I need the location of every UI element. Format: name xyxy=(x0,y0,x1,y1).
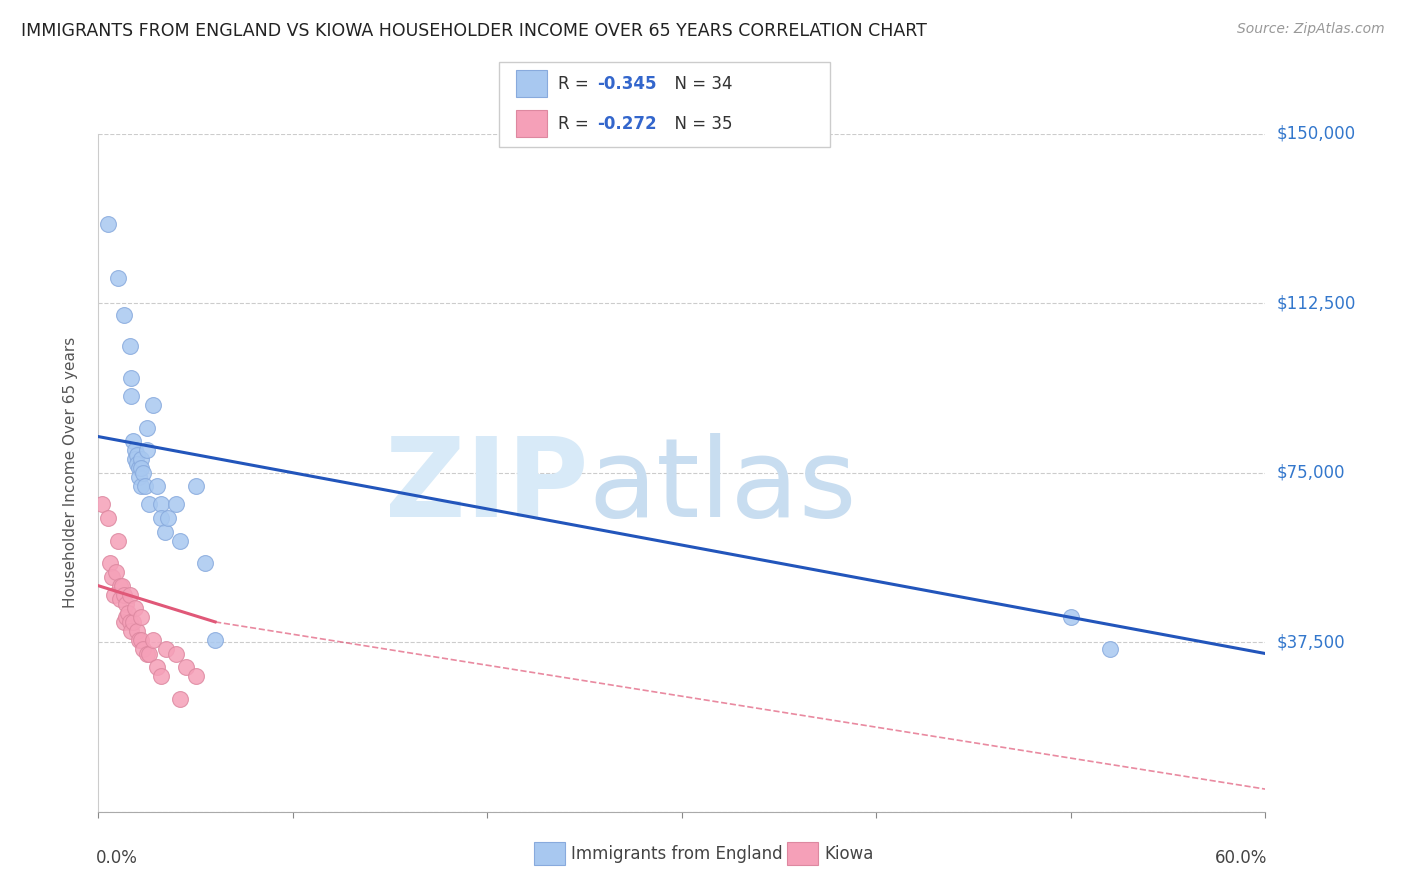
Point xyxy=(149,497,172,511)
Point xyxy=(97,217,120,231)
Point xyxy=(104,565,127,579)
Point xyxy=(184,479,207,493)
Point xyxy=(97,511,120,525)
Point xyxy=(169,533,191,548)
Point xyxy=(128,632,150,647)
Point xyxy=(127,624,149,638)
Text: Kiowa: Kiowa xyxy=(824,845,873,863)
Point xyxy=(127,448,149,462)
Point xyxy=(132,642,155,657)
Text: $150,000: $150,000 xyxy=(1277,125,1355,143)
Point xyxy=(204,632,226,647)
Point xyxy=(129,632,152,647)
Point xyxy=(194,556,217,570)
Point xyxy=(118,588,141,602)
Point xyxy=(107,533,129,548)
Text: ZIP: ZIP xyxy=(385,433,589,540)
Point xyxy=(128,470,150,484)
Text: 60.0%: 60.0% xyxy=(1215,849,1268,867)
Text: R =: R = xyxy=(558,76,595,94)
Point xyxy=(132,466,155,480)
Point xyxy=(128,461,150,475)
Y-axis label: Householder Income Over 65 years: Householder Income Over 65 years xyxy=(63,337,77,608)
Point xyxy=(1060,610,1083,624)
Point xyxy=(138,647,160,661)
Text: Source: ZipAtlas.com: Source: ZipAtlas.com xyxy=(1237,22,1385,37)
Point xyxy=(114,610,136,624)
Point xyxy=(112,588,135,602)
Point xyxy=(146,660,169,674)
Text: 0.0%: 0.0% xyxy=(96,849,138,867)
Point xyxy=(165,647,187,661)
Point xyxy=(155,642,177,657)
Point xyxy=(1098,642,1121,657)
Point xyxy=(174,660,197,674)
Point xyxy=(112,308,135,322)
Text: $112,500: $112,500 xyxy=(1277,294,1355,312)
Text: -0.345: -0.345 xyxy=(598,76,657,94)
Point xyxy=(121,371,143,385)
Point xyxy=(129,479,152,493)
Point xyxy=(101,570,124,584)
Point xyxy=(114,597,136,611)
Point xyxy=(124,601,146,615)
Point xyxy=(98,556,121,570)
Point xyxy=(103,588,125,602)
Point xyxy=(138,497,160,511)
Text: $75,000: $75,000 xyxy=(1277,464,1346,482)
Point xyxy=(136,420,159,434)
Text: N = 35: N = 35 xyxy=(664,115,733,133)
Text: Immigrants from England: Immigrants from England xyxy=(571,845,783,863)
Point xyxy=(129,461,152,475)
Text: -0.272: -0.272 xyxy=(598,115,657,133)
Text: N = 34: N = 34 xyxy=(664,76,733,94)
Point xyxy=(122,434,145,449)
Point xyxy=(136,443,159,458)
Point xyxy=(122,615,145,629)
Point xyxy=(136,647,159,661)
Point xyxy=(149,511,172,525)
Text: atlas: atlas xyxy=(589,433,858,540)
Text: R =: R = xyxy=(558,115,595,133)
Point xyxy=(112,615,135,629)
Point xyxy=(146,479,169,493)
Point xyxy=(108,579,131,593)
Text: $37,500: $37,500 xyxy=(1277,633,1346,651)
Point xyxy=(184,669,207,683)
Point xyxy=(91,497,114,511)
Text: IMMIGRANTS FROM ENGLAND VS KIOWA HOUSEHOLDER INCOME OVER 65 YEARS CORRELATION CH: IMMIGRANTS FROM ENGLAND VS KIOWA HOUSEHO… xyxy=(21,22,927,40)
Point xyxy=(134,479,156,493)
Point xyxy=(157,511,180,525)
Point xyxy=(111,579,134,593)
Point xyxy=(107,271,129,285)
Point xyxy=(165,497,187,511)
Point xyxy=(129,452,152,467)
Point xyxy=(142,398,165,412)
Point xyxy=(118,615,141,629)
Point xyxy=(153,524,176,539)
Point xyxy=(121,624,143,638)
Point xyxy=(118,339,141,353)
Point xyxy=(142,632,165,647)
Point xyxy=(124,452,146,467)
Point xyxy=(121,389,143,403)
Point xyxy=(169,691,191,706)
Point xyxy=(149,669,172,683)
Point xyxy=(117,606,139,620)
Point xyxy=(108,592,131,607)
Point xyxy=(129,610,152,624)
Point xyxy=(127,457,149,471)
Point xyxy=(124,443,146,458)
